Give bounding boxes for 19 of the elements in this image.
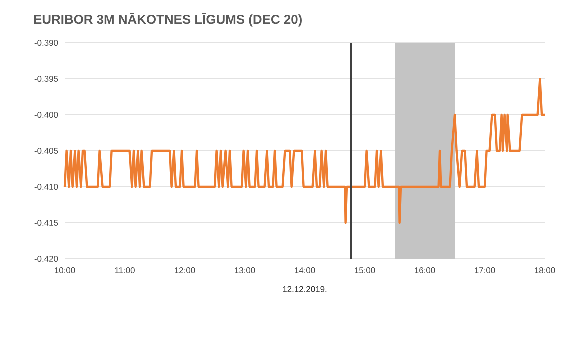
y-tick-label: -0.420: [34, 256, 58, 262]
y-tick-label: -0.390: [34, 40, 58, 46]
x-tick-label: 17:00: [475, 268, 496, 274]
x-tick-label: 13:00: [235, 268, 256, 274]
x-axis-title: 12.12.2019.: [283, 286, 327, 292]
x-tick-label: 16:00: [415, 268, 436, 274]
x-tick-label: 15:00: [355, 268, 376, 274]
chart-title: EURIBOR 3M NĀKOTNES LĪGUMS (DEC 20): [34, 13, 302, 27]
y-tick-label: -0.400: [34, 112, 58, 118]
x-tick-label: 10:00: [55, 268, 76, 274]
x-tick-label: 12:00: [175, 268, 196, 274]
y-tick-label: -0.395: [34, 76, 58, 82]
line-series: [64, 78, 546, 224]
y-tick-label: -0.405: [34, 148, 58, 154]
y-tick-label: -0.415: [34, 220, 58, 226]
x-tick-label: 11:00: [115, 268, 135, 274]
x-tick-label: 14:00: [295, 268, 316, 274]
y-tick-label: -0.410: [34, 184, 58, 190]
x-tick-label: 18:00: [535, 268, 556, 274]
